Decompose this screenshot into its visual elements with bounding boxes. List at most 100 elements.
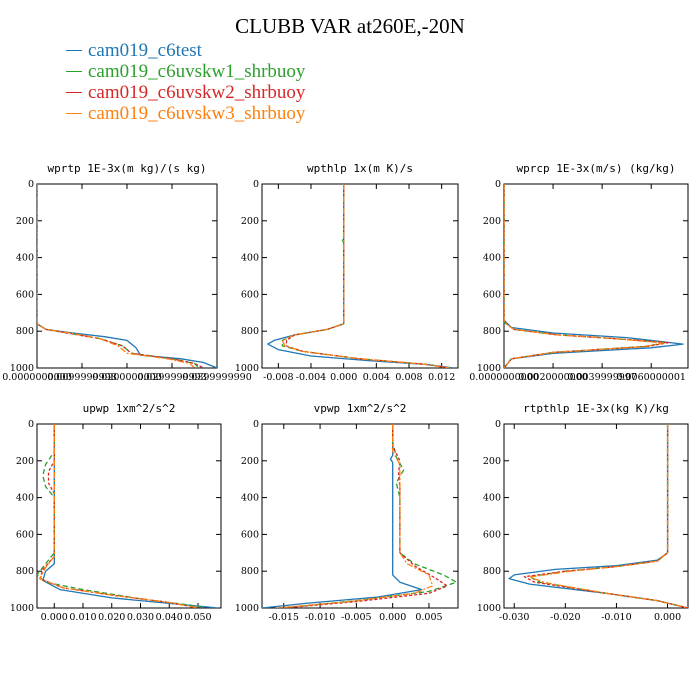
series-line (276, 424, 434, 608)
x-tick-label: -0.015 (269, 612, 299, 623)
y-tick-label: 600 (241, 289, 259, 300)
y-tick-label: 800 (241, 326, 259, 337)
x-tick-label: 0.004 (363, 372, 390, 383)
panel-title: wprtp 1E-3x(m kg)/(s kg) (48, 162, 207, 175)
y-tick-label: 1000 (235, 603, 259, 614)
panel-title: wpthlp 1x(m K)/s (307, 162, 413, 175)
x-tick-label: 0.0299999993 (137, 372, 207, 383)
x-tick-label: 0.000 (330, 372, 357, 383)
x-tick-label: -0.030 (499, 612, 529, 623)
y-tick-label: 800 (16, 566, 34, 577)
x-tick-label: -0.010 (305, 612, 335, 623)
y-tick-label: 400 (483, 253, 501, 264)
plot-frame (503, 183, 689, 369)
y-tick-label: 600 (483, 289, 501, 300)
legend-swatch (66, 50, 82, 51)
series-line (528, 424, 688, 608)
x-tick-label: -0.005 (341, 612, 371, 623)
series-line (283, 424, 458, 608)
plot-frame (261, 183, 459, 369)
y-tick-label: 400 (16, 253, 34, 264)
x-tick-label: 0.000 (654, 612, 681, 623)
x-tick-label: 0.012 (428, 372, 455, 383)
y-tick-label: 800 (16, 326, 34, 337)
legend-label: cam019_c6uvskw3_shrbuoy (88, 103, 306, 124)
chart-panel: wpthlp 1x(m K)/s 0 200 400 600 800 1000 -0.008-… (235, 162, 459, 383)
series-line (504, 184, 670, 368)
legend-entry: cam019_c6uvskw3_shrbuoy (66, 103, 305, 124)
chart-panel: wprcp 1E-3x(m/s) (kg/kg) 0 200 400 600 800 100… (469, 162, 689, 383)
panel-title: upwp 1xm^2/s^2 (83, 402, 176, 415)
y-tick-label: 200 (241, 456, 259, 467)
y-tick-label: 800 (483, 566, 501, 577)
y-tick-label: 200 (16, 216, 34, 227)
plot-frame (261, 423, 459, 609)
y-tick-label: 600 (16, 529, 34, 540)
x-tick-label: 0.005 (415, 612, 442, 623)
series-line (504, 184, 684, 368)
series-line (523, 424, 688, 608)
series-line (508, 424, 688, 608)
series-line (39, 424, 199, 608)
chart-panel: upwp 1xm^2/s^2 0 200 400 600 800 1000 0.000 0.01… (10, 402, 222, 623)
y-tick-label: 800 (241, 566, 259, 577)
series-line (37, 424, 204, 608)
x-tick-label: 0.0099999998 (47, 372, 117, 383)
legend-entry: cam019_c6uvskw1_shrbuoy (66, 61, 305, 82)
x-tick-label: 0.010 (69, 612, 96, 623)
figure-title: CLUBB VAR at260E,-20N (235, 14, 465, 38)
x-tick-label: 0.0399999990 (182, 372, 252, 383)
panel-title: rtpthlp 1E-3x(kg K)/kg (523, 402, 669, 415)
series-line (283, 424, 448, 608)
series-line (285, 184, 450, 368)
x-tick-label: 0.0200000000 (92, 372, 162, 383)
y-tick-label: 600 (16, 289, 34, 300)
series-line (504, 184, 665, 368)
y-tick-label: 200 (16, 456, 34, 467)
x-tick-label: -0.004 (296, 372, 326, 383)
y-tick-label: 600 (241, 529, 259, 540)
x-tick-label: 0.0060000001 (616, 372, 686, 383)
y-tick-label: 400 (16, 493, 34, 504)
chart-panel: vpwp 1xm^2/s^2 0 200 400 600 800 1000 -0.015 -0.… (235, 402, 459, 623)
y-tick-label: 0 (253, 179, 259, 190)
x-tick-label: 0.040 (156, 612, 183, 623)
x-tick-label: 0.000 (379, 612, 406, 623)
plot-frame (36, 423, 222, 609)
series-line (528, 424, 688, 608)
series-line (262, 424, 423, 608)
chart-panel: wprtp 1E-3x(m kg)/(s kg) 0 200 400 600 800 100… (2, 162, 252, 383)
y-tick-label: 600 (483, 529, 501, 540)
legend-swatch (66, 113, 82, 114)
x-tick-label: 0.000 (41, 612, 68, 623)
legend-label: cam019_c6uvskw2_shrbuoy (88, 82, 306, 103)
x-tick-label: 0.030 (127, 612, 154, 623)
legend-label: cam019_c6uvskw1_shrbuoy (88, 61, 306, 82)
panel-title: wprcp 1E-3x(m/s) (kg/kg) (517, 162, 676, 175)
y-tick-label: 200 (483, 216, 501, 227)
series-line (267, 184, 454, 368)
y-tick-label: 1000 (477, 363, 501, 374)
series-line (37, 184, 200, 368)
x-tick-label: 0.020 (98, 612, 125, 623)
legend-entry: cam019_c6test (66, 40, 305, 61)
y-tick-label: 0 (495, 179, 501, 190)
x-tick-label: -0.010 (601, 612, 631, 623)
x-tick-label: 0.0000000000 (2, 372, 72, 383)
y-tick-label: 200 (241, 216, 259, 227)
y-tick-label: 1000 (477, 603, 501, 614)
y-tick-label: 0 (28, 179, 34, 190)
legend-swatch (66, 92, 82, 93)
plot-frame (503, 423, 689, 609)
y-tick-label: 200 (483, 456, 501, 467)
y-tick-label: 400 (483, 493, 501, 504)
x-tick-label: 0.008 (395, 372, 422, 383)
series-line (37, 184, 217, 368)
y-tick-label: 0 (253, 419, 259, 430)
x-tick-label: 0.050 (184, 612, 211, 623)
legend-label: cam019_c6test (88, 40, 202, 61)
x-tick-label: 0.0000000000 (469, 372, 539, 383)
panel-title: vpwp 1xm^2/s^2 (314, 402, 407, 415)
legend-entry: cam019_c6uvskw2_shrbuoy (66, 82, 305, 103)
